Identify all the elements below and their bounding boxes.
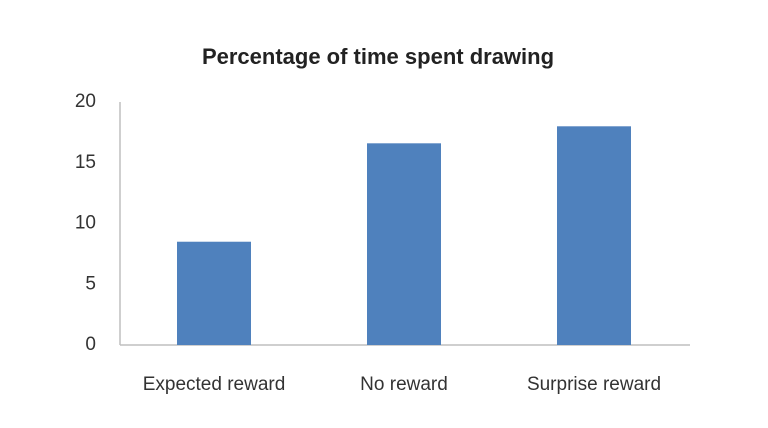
bar bbox=[367, 143, 441, 345]
x-tick-label: Expected reward bbox=[143, 374, 286, 395]
y-tick-label: 5 bbox=[85, 273, 96, 294]
bar bbox=[557, 126, 631, 345]
y-tick-label: 15 bbox=[75, 152, 96, 173]
y-tick-label: 10 bbox=[75, 213, 96, 234]
y-tick-label: 0 bbox=[85, 334, 96, 355]
y-tick-label: 20 bbox=[75, 91, 96, 112]
bar bbox=[177, 241, 251, 345]
chart-title: Percentage of time spent drawing bbox=[202, 44, 554, 69]
x-tick-label: Surprise reward bbox=[527, 374, 661, 395]
x-tick-label: No reward bbox=[360, 374, 448, 395]
